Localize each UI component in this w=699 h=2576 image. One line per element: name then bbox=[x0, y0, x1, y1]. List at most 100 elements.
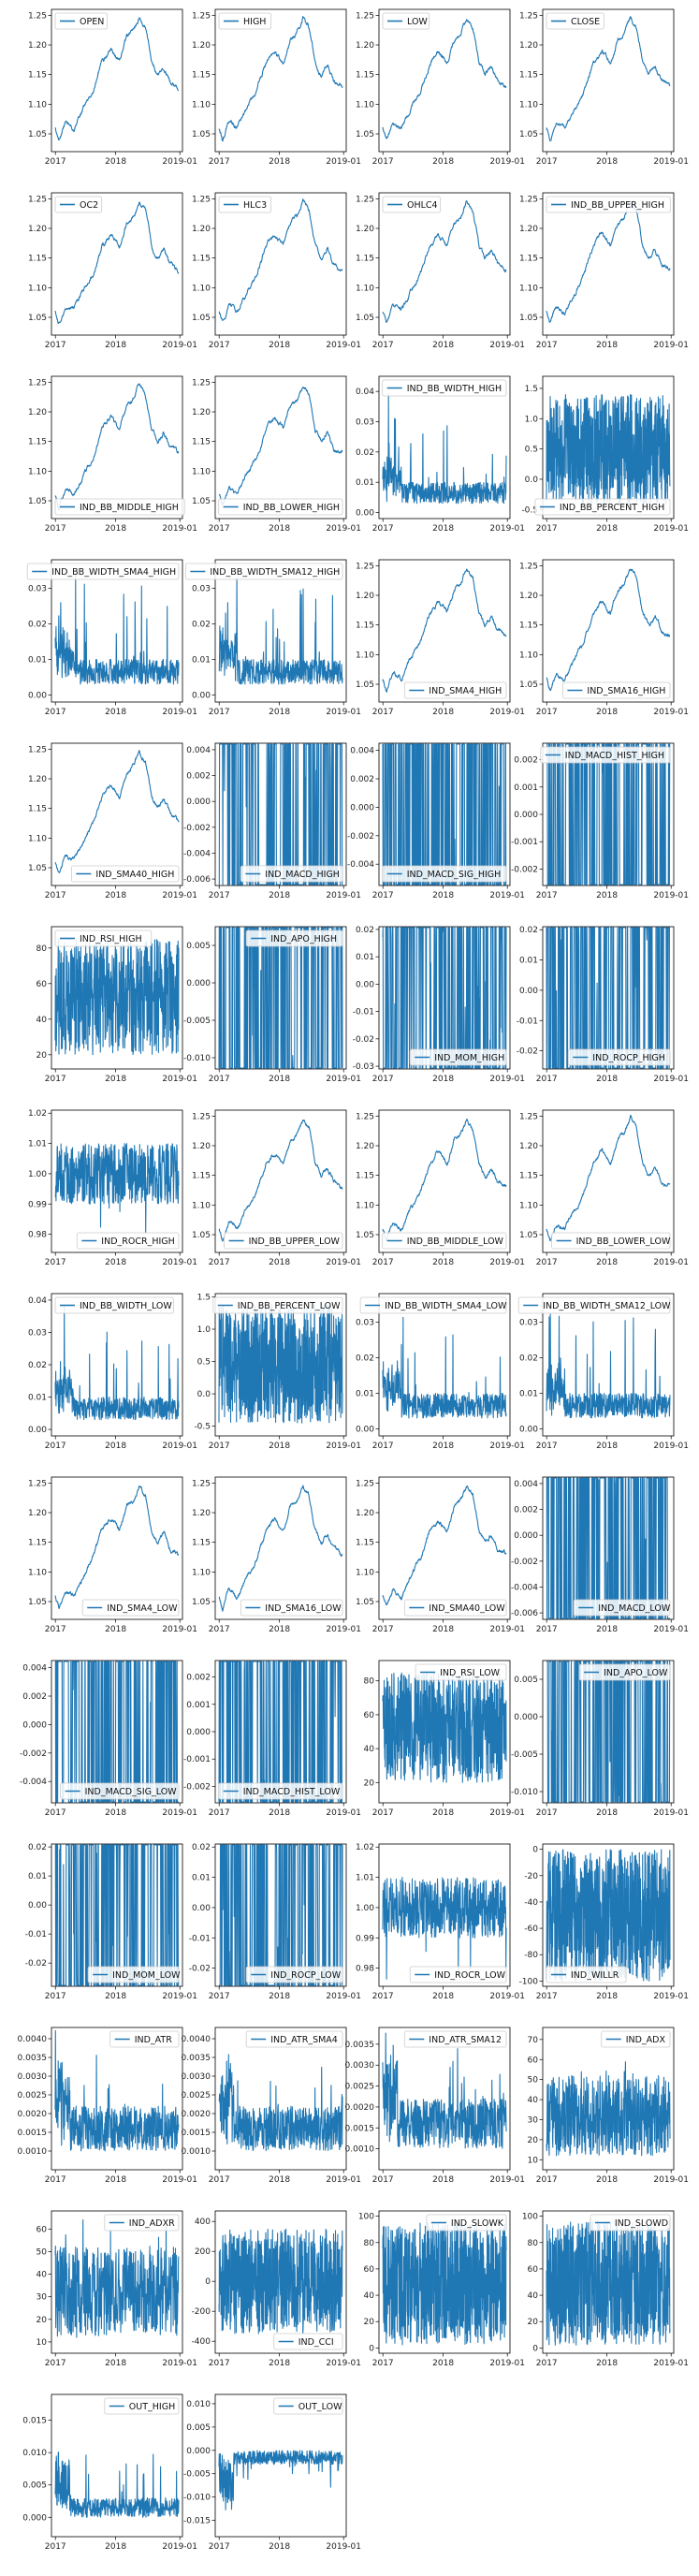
y-tick-label: 1.20 bbox=[28, 1509, 47, 1518]
axes-frame bbox=[51, 192, 183, 336]
y-tick-label: -0.01 bbox=[517, 1017, 538, 1026]
y-tick-label: 1.10 bbox=[192, 284, 211, 293]
x-tick-label: 2018 bbox=[432, 1808, 454, 1818]
legend: IND_BB_WIDTH_LOW bbox=[54, 1296, 174, 1314]
y-tick-label: 1.05 bbox=[28, 864, 47, 873]
y-tick-label: 0.005 bbox=[22, 2481, 47, 2491]
x-tick-label: 2019-01 bbox=[162, 2359, 197, 2368]
y-tick-label: 1.05 bbox=[356, 1598, 374, 1607]
x-tick-label: 2017 bbox=[372, 2359, 394, 2368]
chart-panel-open: 1.05 1.10 1.15 1.20 1.25 2017 2018 2019-01 OPEN bbox=[28, 8, 197, 167]
legend: IND_BB_WIDTH_SMA4_HIGH bbox=[26, 563, 180, 580]
chart-svg: -0.015 -0.010 -0.005 0.000 0.005 0.010 2017 201… bbox=[183, 2393, 361, 2552]
y-tick-label: 0.00 bbox=[356, 980, 374, 989]
chart-panel-ind-bb-width-sma4-low: 0.00 0.01 0.02 0.03 2017 2018 2019-01 IND_BB_WI… bbox=[356, 1293, 525, 1451]
y-tick-label: 1.10 bbox=[519, 651, 538, 660]
chart-svg: 0.00 0.01 0.02 0.03 2017 2018 2019-01 IND_BB_WI… bbox=[517, 1293, 689, 1451]
legend: IND_SMA4_HIGH bbox=[403, 681, 507, 699]
series-line-out-high bbox=[54, 2452, 180, 2518]
y-tick-label: 0.02 bbox=[356, 1354, 374, 1363]
y-tick-label: 1.10 bbox=[28, 100, 47, 110]
legend-box bbox=[224, 1232, 343, 1250]
legend-box bbox=[218, 498, 343, 516]
x-tick-label: 2018 bbox=[269, 524, 290, 534]
y-tick-label: 1.05 bbox=[28, 1598, 47, 1607]
chart-panel-ind-rsi-high: 20 40 60 80 2017 2018 2019-01 IND_RSI_HIGH bbox=[36, 926, 197, 1084]
y-tick-label: 0.01 bbox=[356, 1389, 374, 1398]
y-tick-label: 1.01 bbox=[356, 1874, 374, 1883]
y-tick-label: 50 bbox=[36, 2247, 48, 2257]
chart-svg: -0.006 -0.004 -0.002 0.000 0.002 0.004 2017 201… bbox=[183, 742, 361, 900]
x-tick-label: 2017 bbox=[45, 1992, 66, 2001]
legend-label: OUT_HIGH bbox=[129, 2402, 175, 2412]
legend-label: IND_MOM_LOW bbox=[112, 1970, 181, 1981]
y-tick-label: 1.15 bbox=[519, 71, 538, 80]
chart-svg: -0.02 -0.01 0.00 0.01 0.02 2017 2018 2019-01 IND… bbox=[517, 926, 689, 1084]
legend: IND_ATR_SMA12 bbox=[403, 2030, 507, 2048]
legend-label: HLC3 bbox=[243, 200, 267, 211]
series-line-ind-adxr bbox=[54, 2219, 180, 2338]
y-tick-label: 0.0020 bbox=[18, 2110, 48, 2119]
chart-panel-ind-bb-width-low: 0.00 0.01 0.02 0.03 0.04 2017 2018 2019-01 IND_B… bbox=[28, 1293, 197, 1451]
legend-label: IND_ROCR_LOW bbox=[434, 1970, 505, 1981]
series-line-ind-mom-low bbox=[54, 1844, 180, 1986]
y-tick-label: 1.05 bbox=[192, 1598, 211, 1607]
axes-frame bbox=[378, 1293, 511, 1437]
x-tick-label: 2018 bbox=[269, 1625, 290, 1634]
y-tick-label: 1.20 bbox=[192, 1509, 211, 1518]
y-tick-label: 1.05 bbox=[192, 130, 211, 139]
legend-label: IND_BB_WIDTH_LOW bbox=[80, 1301, 172, 1311]
axes-frame bbox=[214, 8, 347, 153]
series-line-ind-atr-sma4 bbox=[218, 2054, 343, 2152]
chart-panel-high: 1.05 1.10 1.15 1.20 1.25 2017 2018 2019-01 HIGH bbox=[192, 8, 361, 167]
y-tick-label: 0.0 bbox=[197, 1390, 211, 1399]
axes-frame bbox=[51, 926, 183, 1070]
chart-panel-out-low: -0.015 -0.010 -0.005 0.000 0.005 0.010 2017 201… bbox=[183, 2393, 361, 2552]
y-tick-label: 1.25 bbox=[192, 378, 211, 388]
x-tick-label: 2019-01 bbox=[653, 1625, 689, 1634]
y-tick-label: -0.001 bbox=[183, 1755, 211, 1764]
series-line-ind-macd-high bbox=[218, 743, 343, 886]
legend: OUT_LOW bbox=[273, 2397, 343, 2415]
y-tick-label: 1.05 bbox=[356, 1231, 374, 1240]
x-tick-label: 2019-01 bbox=[653, 2359, 689, 2368]
chart-svg: -0.010 -0.005 0.000 0.005 2017 2018 2019-01 IND… bbox=[183, 926, 361, 1084]
series-line-hlc3 bbox=[218, 198, 343, 321]
legend-label: IND_MACD_HIST_HIGH bbox=[565, 751, 664, 761]
y-tick-label: 0.98 bbox=[356, 1965, 374, 1974]
legend: IND_BB_WIDTH_SMA12_LOW bbox=[517, 1296, 671, 1314]
legend-box bbox=[517, 1296, 671, 1314]
legend-label: IND_SMA16_LOW bbox=[265, 1603, 342, 1614]
series-line-ind-bb-percent-low bbox=[218, 1303, 343, 1424]
x-tick-label: 2017 bbox=[209, 157, 230, 167]
x-tick-label: 2018 bbox=[269, 1992, 290, 2001]
y-tick-label: 1.00 bbox=[356, 1904, 374, 1913]
y-tick-label: 1.20 bbox=[356, 41, 374, 51]
axes-frame bbox=[214, 2210, 347, 2354]
x-tick-label: 2018 bbox=[269, 2175, 290, 2185]
x-tick-label: 2017 bbox=[372, 708, 394, 717]
x-tick-label: 2019-01 bbox=[326, 1075, 361, 1084]
series-line-ind-bb-width-sma12-high bbox=[218, 576, 343, 685]
x-tick-label: 2019-01 bbox=[653, 341, 689, 350]
legend-label: IND_MACD_SIG_LOW bbox=[85, 1787, 178, 1797]
y-tick-label: 0.00 bbox=[356, 509, 374, 519]
y-tick-label: 1.05 bbox=[356, 681, 374, 690]
legend-box bbox=[426, 2214, 507, 2232]
series-line-ind-bb-width-sma4-low bbox=[382, 1316, 507, 1419]
y-tick-label: 0.000 bbox=[350, 803, 374, 812]
legend-label: IND_MOM_HIGH bbox=[434, 1053, 504, 1063]
y-tick-label: 0.00 bbox=[519, 1425, 538, 1434]
chart-panel-close: 1.05 1.10 1.15 1.20 1.25 2017 2018 2019-01 CLOSE bbox=[519, 8, 689, 167]
chart-svg: -400 -200 0 200 400 2017 2018 2019-01 IND_CCI bbox=[192, 2210, 361, 2368]
axes-frame bbox=[214, 375, 347, 520]
legend-label: IND_ROCR_HIGH bbox=[101, 1237, 175, 1247]
y-tick-label: 0.0020 bbox=[182, 2110, 211, 2119]
x-tick-label: 2019-01 bbox=[326, 1258, 361, 1267]
chart-panel-ind-apo-low: -0.010 -0.005 0.000 0.005 2017 2018 2019-01 IND… bbox=[511, 1660, 689, 1818]
x-tick-label: 2019-01 bbox=[326, 524, 361, 534]
x-tick-label: 2019-01 bbox=[162, 1808, 197, 1818]
x-tick-label: 2019-01 bbox=[326, 2359, 361, 2368]
chart-svg: 1.05 1.10 1.15 1.20 1.25 2017 2018 2019-01 IND_B… bbox=[192, 375, 361, 534]
